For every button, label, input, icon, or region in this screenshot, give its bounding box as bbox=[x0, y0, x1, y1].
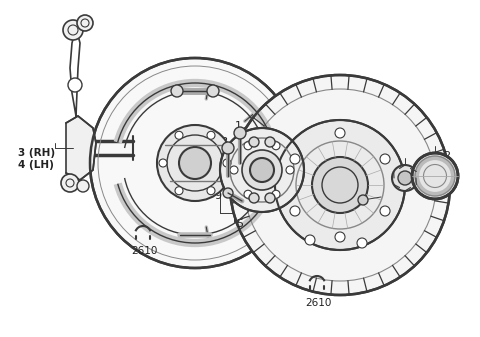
Circle shape bbox=[222, 142, 234, 154]
Circle shape bbox=[157, 125, 233, 201]
Text: 3 (RH): 3 (RH) bbox=[18, 148, 55, 158]
Circle shape bbox=[171, 85, 183, 97]
Circle shape bbox=[290, 206, 300, 216]
Circle shape bbox=[250, 158, 274, 182]
Circle shape bbox=[207, 187, 215, 195]
Circle shape bbox=[207, 131, 215, 139]
Circle shape bbox=[272, 190, 280, 198]
Circle shape bbox=[207, 85, 219, 97]
Circle shape bbox=[234, 127, 246, 139]
Circle shape bbox=[335, 128, 345, 138]
Circle shape bbox=[90, 58, 300, 268]
Text: 9: 9 bbox=[215, 191, 222, 201]
Circle shape bbox=[305, 235, 315, 245]
Text: 2610: 2610 bbox=[131, 246, 157, 256]
Circle shape bbox=[220, 128, 304, 212]
Circle shape bbox=[286, 166, 294, 174]
Circle shape bbox=[335, 232, 345, 242]
Circle shape bbox=[265, 193, 275, 203]
Circle shape bbox=[249, 193, 259, 203]
Circle shape bbox=[175, 187, 183, 195]
Circle shape bbox=[312, 157, 368, 213]
Circle shape bbox=[159, 159, 167, 167]
Circle shape bbox=[272, 142, 280, 150]
Circle shape bbox=[275, 120, 405, 250]
Text: 5: 5 bbox=[237, 219, 243, 229]
Circle shape bbox=[358, 195, 368, 205]
Circle shape bbox=[230, 75, 450, 295]
Circle shape bbox=[392, 165, 418, 191]
Circle shape bbox=[63, 20, 83, 40]
Circle shape bbox=[230, 166, 238, 174]
Polygon shape bbox=[66, 116, 96, 180]
Circle shape bbox=[179, 147, 211, 179]
Circle shape bbox=[68, 78, 82, 92]
Text: 1: 1 bbox=[235, 121, 241, 131]
Circle shape bbox=[244, 190, 252, 198]
Circle shape bbox=[244, 142, 252, 150]
Circle shape bbox=[61, 174, 79, 192]
Text: 2610: 2610 bbox=[305, 298, 331, 308]
Circle shape bbox=[249, 137, 259, 147]
Circle shape bbox=[290, 154, 300, 164]
Circle shape bbox=[380, 206, 390, 216]
Circle shape bbox=[223, 188, 233, 198]
Text: 8: 8 bbox=[220, 137, 228, 147]
Circle shape bbox=[357, 238, 367, 248]
Text: 2: 2 bbox=[444, 151, 451, 161]
Circle shape bbox=[265, 137, 275, 147]
Circle shape bbox=[77, 180, 89, 192]
Circle shape bbox=[380, 154, 390, 164]
Circle shape bbox=[77, 15, 93, 31]
Text: 7: 7 bbox=[365, 190, 372, 200]
Circle shape bbox=[242, 150, 282, 190]
Text: 4 (LH): 4 (LH) bbox=[18, 160, 54, 170]
Circle shape bbox=[223, 159, 231, 167]
Text: 6: 6 bbox=[396, 165, 404, 175]
Circle shape bbox=[412, 153, 458, 199]
Circle shape bbox=[175, 131, 183, 139]
Circle shape bbox=[398, 171, 412, 185]
